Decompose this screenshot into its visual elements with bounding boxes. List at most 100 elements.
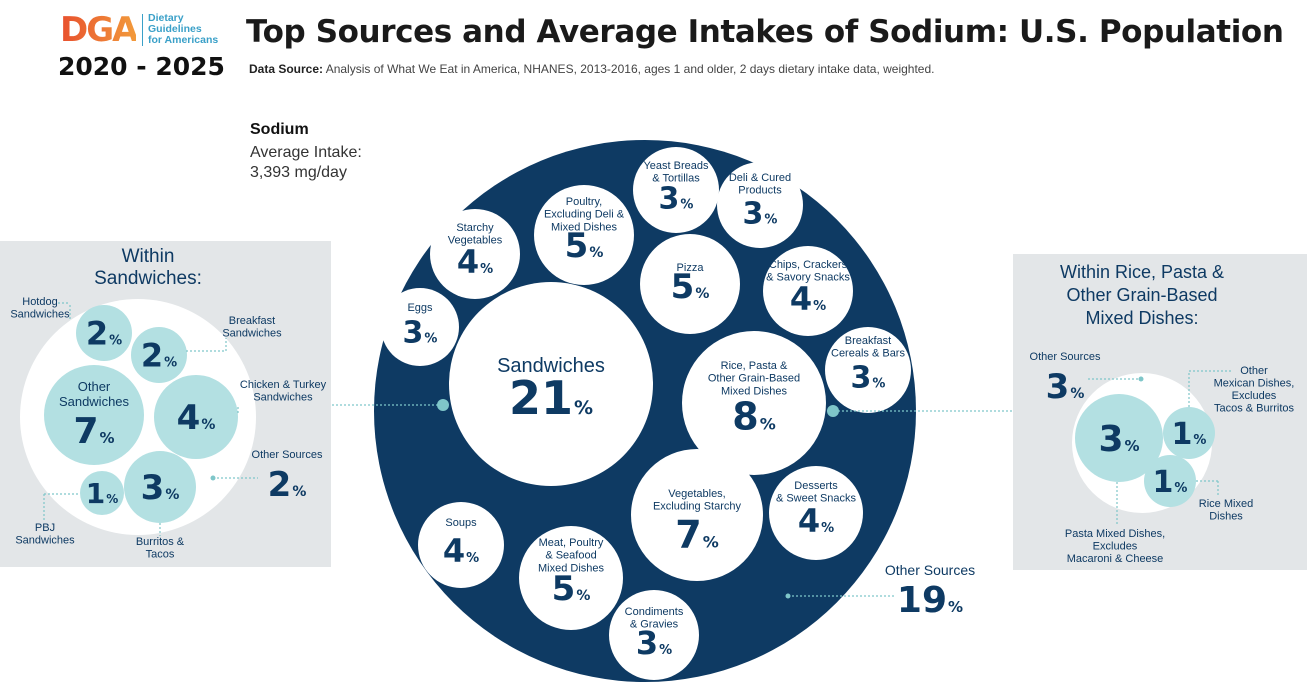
bubble-breakfast-cereals-and-bars xyxy=(825,327,911,413)
grain-bubble-other-mexican-dishes-excludes-tacos-and-burritos xyxy=(1163,407,1215,459)
bubble-deli-and-cured-products-label: Deli & Cured Products xyxy=(729,172,791,197)
bubble-eggs-value: 3% xyxy=(403,316,438,351)
bubble-desserts-and-sweet-snacks xyxy=(769,466,863,560)
average-intake-value: 3,393 mg/day xyxy=(250,164,347,181)
bubble-deli-and-cured-products xyxy=(717,162,803,248)
sandwiches-other-sources-value: 2% xyxy=(268,465,307,505)
bubble-chips-crackers-and-savory-snacks-value: 4% xyxy=(790,280,826,318)
bubble-eggs-label: Eggs xyxy=(407,302,433,314)
grain-bubble-rice-mixed-dishes xyxy=(1144,455,1196,507)
bubble-desserts-and-sweet-snacks-value: 4% xyxy=(798,502,834,540)
bubble-condiments-and-gravies-value: 3% xyxy=(636,624,672,662)
bubble-eggs xyxy=(381,288,459,366)
bubble-poultry-excluding-deli-and-mixed-dishes-label: Poultry, Excluding Deli & Mixed Dishes xyxy=(544,196,625,233)
logo-line-1: Dietary xyxy=(148,12,184,24)
bubble-soups xyxy=(418,502,504,588)
grain-bubble-other-mexican-dishes-excludes-tacos-and-burritos-value: 1% xyxy=(1172,417,1207,452)
bubble-breakfast-cereals-and-bars-value: 3% xyxy=(851,361,886,396)
logo-divider xyxy=(142,14,143,46)
sandwiches-bubble-chicken-and-turkey-sandwiches-value: 4% xyxy=(177,398,216,438)
bubble-sandwiches xyxy=(449,282,653,486)
sandwiches-bubble-chicken-and-turkey-sandwiches xyxy=(154,375,238,459)
bubble-desserts-and-sweet-snacks-label: Desserts & Sweet Snacks xyxy=(776,480,857,505)
sandwiches-other-dot xyxy=(210,475,216,481)
data-source-label: Data Source: xyxy=(249,62,324,76)
sandwiches-bubble-burritos-and-tacos xyxy=(124,451,196,523)
sandwiches-bubble-other-sandwiches-label: Other Sandwiches xyxy=(59,379,130,409)
bubble-chips-crackers-and-savory-snacks xyxy=(763,246,853,336)
sandwiches-bubble-other-sandwiches xyxy=(44,365,144,465)
grain-bubble-other-mexican-dishes-excludes-tacos-and-burritos-label: Other Mexican Dishes, Excludes Tacos & Burr… xyxy=(1214,365,1295,415)
grain-bubble-pasta-mixed-dishes-excludes-macaroni-and-cheese-label: Pasta Mixed Dishes, Excludes Macaroni & Ch… xyxy=(1065,528,1165,565)
sandwiches-bubble-hotdog-sandwiches-value: 2% xyxy=(86,315,122,353)
bubble-sandwiches-label: Sandwiches xyxy=(497,355,605,377)
average-intake-label: Average Intake: xyxy=(250,144,362,161)
bubble-starchy-vegetables-label: Starchy Vegetables xyxy=(448,222,503,247)
bubble-starchy-vegetables-value: 4% xyxy=(457,243,493,281)
data-source: Data Source: Analysis of What We Eat in … xyxy=(249,62,935,76)
sandwiches-other-sources-label: Other Sources xyxy=(252,449,323,461)
bubble-pizza xyxy=(640,234,740,334)
bubble-pizza-label: Pizza xyxy=(677,262,705,274)
sandwiches-bubble-breakfast-sandwiches-label: Breakfast Sandwiches xyxy=(222,315,282,340)
bubble-rice-pasta-and-other-grain-based-mixed-dishes-label: Rice, Pasta & Other Grain-Based Mixed Dish… xyxy=(708,360,800,397)
bubble-chips-crackers-and-savory-snacks-label: Chips, Crackers & Savory Snacks xyxy=(766,259,850,284)
sandwiches-bubble-breakfast-sandwiches xyxy=(131,327,187,383)
sandwiches-panel-title: Within Sandwiches: xyxy=(94,246,202,289)
logo-line-3: for Americans xyxy=(148,34,219,46)
sandwiches-bubble-hotdog-sandwiches-label: Hotdog Sandwiches xyxy=(10,296,70,321)
main-other-sources-dot xyxy=(785,593,791,599)
sandwiches-bubble-pbj-sandwiches-label: PBJ Sandwiches xyxy=(15,522,75,547)
sandwiches-bubble-pbj-sandwiches xyxy=(80,471,124,515)
sandwiches-bubble-burritos-and-tacos-label: Burritos & Tacos xyxy=(136,536,185,561)
sandwiches-bubble-other-sandwiches-value: 7% xyxy=(73,411,114,452)
bubble-vegetables-excluding-starchy-value: 7% xyxy=(675,513,718,557)
data-source-text: Analysis of What We Eat in America, NHAN… xyxy=(325,62,935,76)
dga-logo: DGA xyxy=(60,10,138,50)
grain-panel-title: Within Rice, Pasta & Other Grain-Based Mix… xyxy=(1060,262,1224,328)
bubble-sandwiches-value: 21% xyxy=(509,371,593,425)
page-title: Top Sources and Average Intakes of Sodiu… xyxy=(246,14,1284,50)
bubble-yeast-breads-and-tortillas-value: 3% xyxy=(659,182,694,217)
bubble-deli-and-cured-products-value: 3% xyxy=(743,197,778,232)
bubble-condiments-and-gravies xyxy=(609,590,699,680)
logo-line-2: Guidelines xyxy=(148,23,202,35)
main-other-sources-label: Other Sources xyxy=(885,562,975,578)
sandwiches-bubble-chicken-and-turkey-sandwiches-label: Chicken & Turkey Sandwiches xyxy=(240,379,327,404)
bubble-meat-poultry-and-seafood-mixed-dishes-label: Meat, Poultry & Seafood Mixed Dishes xyxy=(538,537,605,574)
bubble-soups-label: Soups xyxy=(445,517,477,529)
sandwiches-bubble-burritos-and-tacos-value: 3% xyxy=(141,468,180,508)
grain-bubble-rice-mixed-dishes-value: 1% xyxy=(1153,465,1188,500)
bubble-poultry-excluding-deli-and-mixed-dishes-value: 5% xyxy=(565,226,604,266)
grain-dishes-connector-dot xyxy=(827,405,839,417)
grain-other-sources-value: 3% xyxy=(1046,367,1085,407)
grain-bubble-rice-mixed-dishes-label: Rice Mixed Dishes xyxy=(1199,498,1253,523)
bubble-yeast-breads-and-tortillas-label: Yeast Breads & Tortillas xyxy=(643,160,709,185)
bubble-rice-pasta-and-other-grain-based-mixed-dishes-value: 8% xyxy=(732,395,775,439)
grain-bubble-pasta-mixed-dishes-excludes-macaroni-and-cheese-value: 3% xyxy=(1098,419,1139,460)
grain-bubble-pasta-mixed-dishes-excludes-macaroni-and-cheese xyxy=(1075,394,1163,482)
bubble-pizza-value: 5% xyxy=(671,267,710,307)
main-other-sources-value: 19% xyxy=(897,580,963,621)
grain-other-sources-label: Other Sources xyxy=(1030,351,1101,363)
bubble-soups-value: 4% xyxy=(443,532,479,570)
bubble-breakfast-cereals-and-bars-label: Breakfast Cereals & Bars xyxy=(831,335,905,360)
bubble-vegetables-excluding-starchy xyxy=(631,449,763,581)
bubble-starchy-vegetables xyxy=(430,209,520,299)
bubble-poultry-excluding-deli-and-mixed-dishes xyxy=(534,185,634,285)
sandwiches-bubble-hotdog-sandwiches xyxy=(76,305,132,361)
bubble-condiments-and-gravies-label: Condiments & Gravies xyxy=(625,606,684,631)
sandwiches-connector-dot xyxy=(437,399,449,411)
bubble-vegetables-excluding-starchy-label: Vegetables, Excluding Starchy xyxy=(653,488,742,513)
sandwiches-bubble-breakfast-sandwiches-value: 2% xyxy=(141,337,177,375)
bubble-yeast-breads-and-tortillas xyxy=(633,147,719,233)
bubble-meat-poultry-and-seafood-mixed-dishes xyxy=(519,526,623,630)
nutrient-name: Sodium xyxy=(250,121,309,138)
grain-other-dot xyxy=(1138,376,1144,382)
average-intake: Average Intake: 3,393 mg/day xyxy=(250,143,362,183)
bubble-rice-pasta-and-other-grain-based-mixed-dishes xyxy=(682,331,826,475)
sandwiches-bubble-pbj-sandwiches-value: 1% xyxy=(86,477,119,510)
logo-text: Dietary Guidelines for Americans xyxy=(148,13,218,46)
edition-years: 2020 - 2025 xyxy=(58,52,225,81)
